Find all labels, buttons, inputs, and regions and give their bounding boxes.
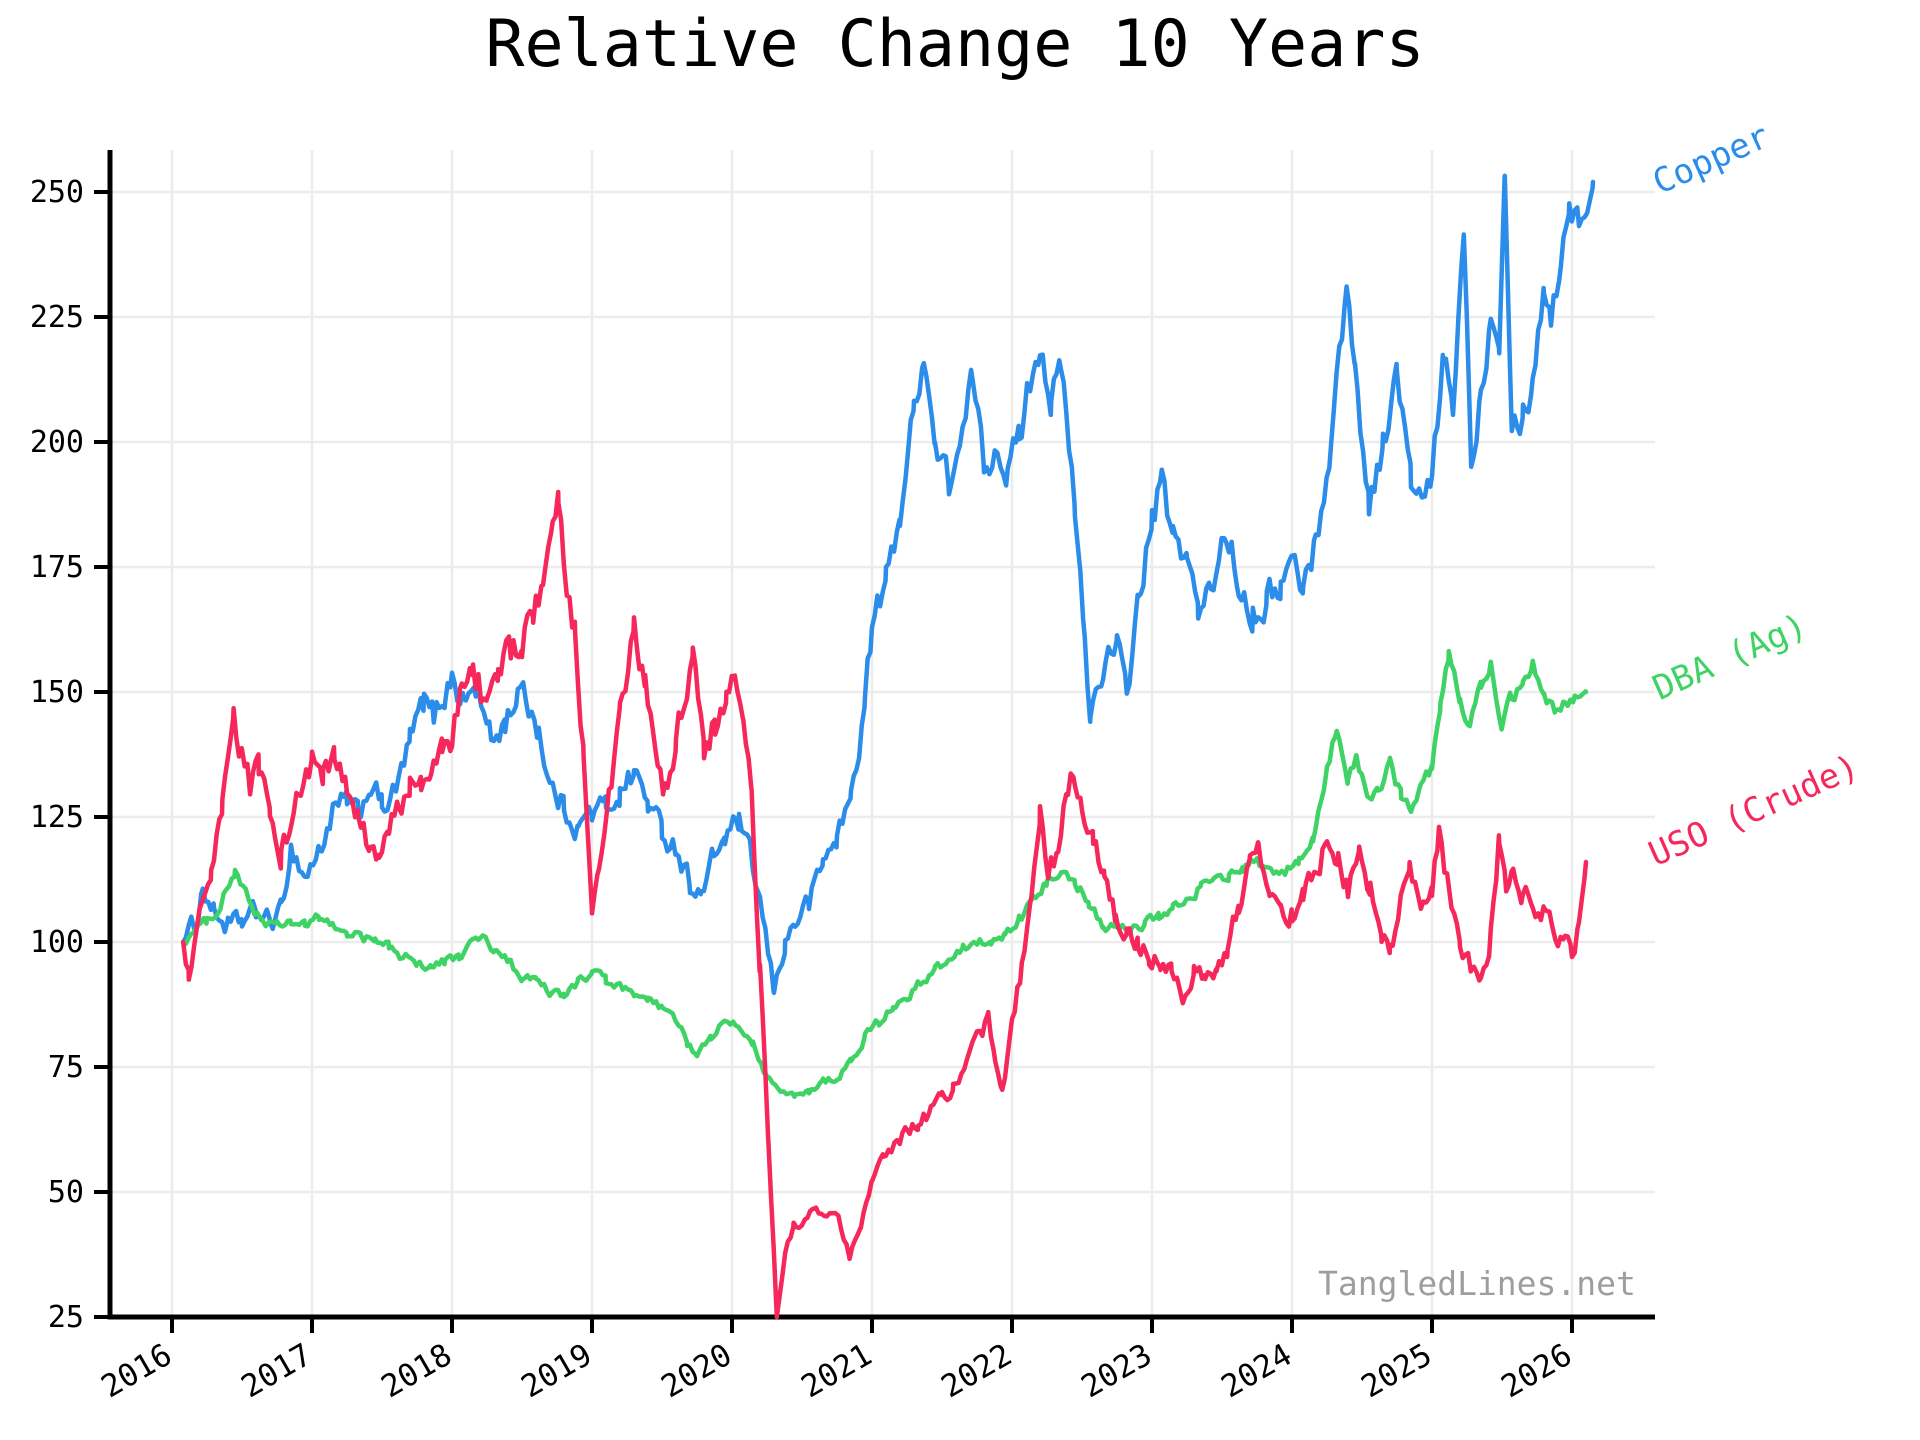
x-tick-label: 2025 <box>1355 1337 1438 1406</box>
y-tick-label: 125 <box>30 800 84 835</box>
y-tick-label: 75 <box>48 1050 84 1085</box>
x-tick-label: 2023 <box>1075 1337 1158 1406</box>
y-tick-label: 150 <box>30 675 84 710</box>
series-line-uso-crude <box>180 489 1589 1320</box>
x-tick-label: 2020 <box>655 1337 738 1406</box>
y-tick-label: 100 <box>30 925 84 960</box>
y-tick-label: 175 <box>30 550 84 585</box>
x-tick-label: 2026 <box>1495 1337 1578 1406</box>
y-tick-label: 250 <box>30 175 84 210</box>
x-tick-label: 2016 <box>95 1337 178 1406</box>
series-line-copper <box>180 173 1596 996</box>
series-line-dba-ag <box>180 648 1589 1100</box>
y-tick-label: 25 <box>48 1300 84 1335</box>
x-tick-label: 2022 <box>935 1337 1018 1406</box>
y-tick-label: 225 <box>30 300 84 335</box>
watermark: TangledLines.net <box>1318 1264 1636 1303</box>
y-tick-label: 200 <box>30 425 84 460</box>
x-tick-label: 2017 <box>235 1337 318 1406</box>
y-tick-label: 50 <box>48 1175 84 1210</box>
x-tick-label: 2024 <box>1215 1337 1298 1406</box>
chart-title: Relative Change 10 Years <box>485 7 1425 82</box>
x-tick-label: 2019 <box>515 1337 598 1406</box>
x-tick-label: 2021 <box>795 1337 878 1406</box>
x-tick-label: 2018 <box>375 1337 458 1406</box>
